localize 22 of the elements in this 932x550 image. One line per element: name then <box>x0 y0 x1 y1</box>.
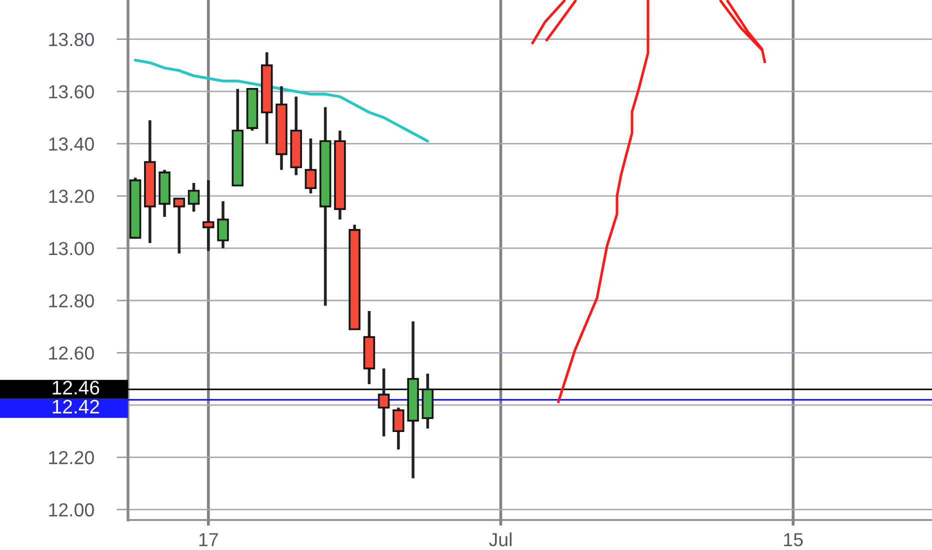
y-tick-label: 12.00 <box>49 503 94 517</box>
x-tick-label: Jul <box>489 532 512 546</box>
candlestick <box>217 200 229 250</box>
x-tick-label: 17 <box>199 533 218 546</box>
y-tick-label: 13.00 <box>49 242 94 256</box>
candlestick <box>202 178 214 252</box>
ref-line-label: 12.46 <box>52 380 100 395</box>
x-tick-label: 15 <box>784 533 803 546</box>
y-tick-label: 13.20 <box>49 190 94 203</box>
y-tick-label: 13.80 <box>49 32 94 46</box>
ref-line-label: 12.42 <box>52 400 100 414</box>
y-tick-label: 12.60 <box>49 346 94 360</box>
y-tick-label: 12.20 <box>49 450 94 464</box>
y-tick-label: 12.80 <box>49 294 94 308</box>
candlestick <box>378 367 390 438</box>
line-series <box>134 58 430 142</box>
candlestick <box>304 137 317 195</box>
y-tick-label: 13.60 <box>49 85 94 98</box>
candlestick <box>392 406 404 451</box>
y-tick-label: 13.40 <box>49 137 94 151</box>
candlestick <box>173 197 186 255</box>
candlestick <box>188 182 200 214</box>
